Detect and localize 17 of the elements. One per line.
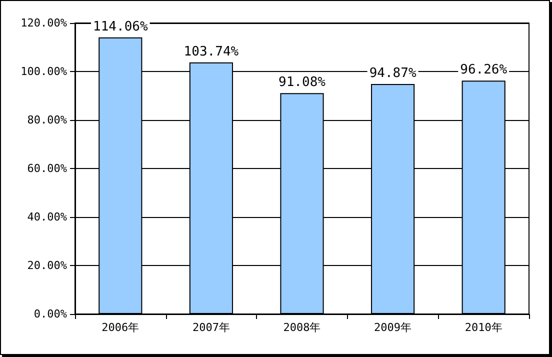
- y-tick-label: 80.00%: [27, 114, 68, 126]
- data-label: 94.87%: [369, 66, 416, 81]
- data-label: 114.06%: [93, 19, 148, 34]
- y-tick-label: 0.00%: [34, 308, 68, 320]
- y-tick-label: 120.00%: [20, 16, 68, 30]
- data-label: 91.08%: [278, 75, 326, 90]
- x-tick-label: 2006年: [102, 321, 140, 334]
- y-tick-label: 100.00%: [20, 65, 68, 78]
- data-label: 96.26%: [460, 62, 508, 78]
- x-tick-label: 2009年: [374, 321, 412, 334]
- x-tick-label: 2010年: [464, 321, 502, 334]
- y-tick-label: 60.00%: [27, 162, 68, 175]
- y-tick-label: 40.00%: [27, 210, 68, 224]
- y-tick-label: 20.00%: [27, 259, 68, 272]
- data-label: 103.74%: [184, 44, 239, 60]
- x-tick-label: 2008年: [283, 321, 321, 334]
- x-tick-label: 2007年: [192, 321, 230, 334]
